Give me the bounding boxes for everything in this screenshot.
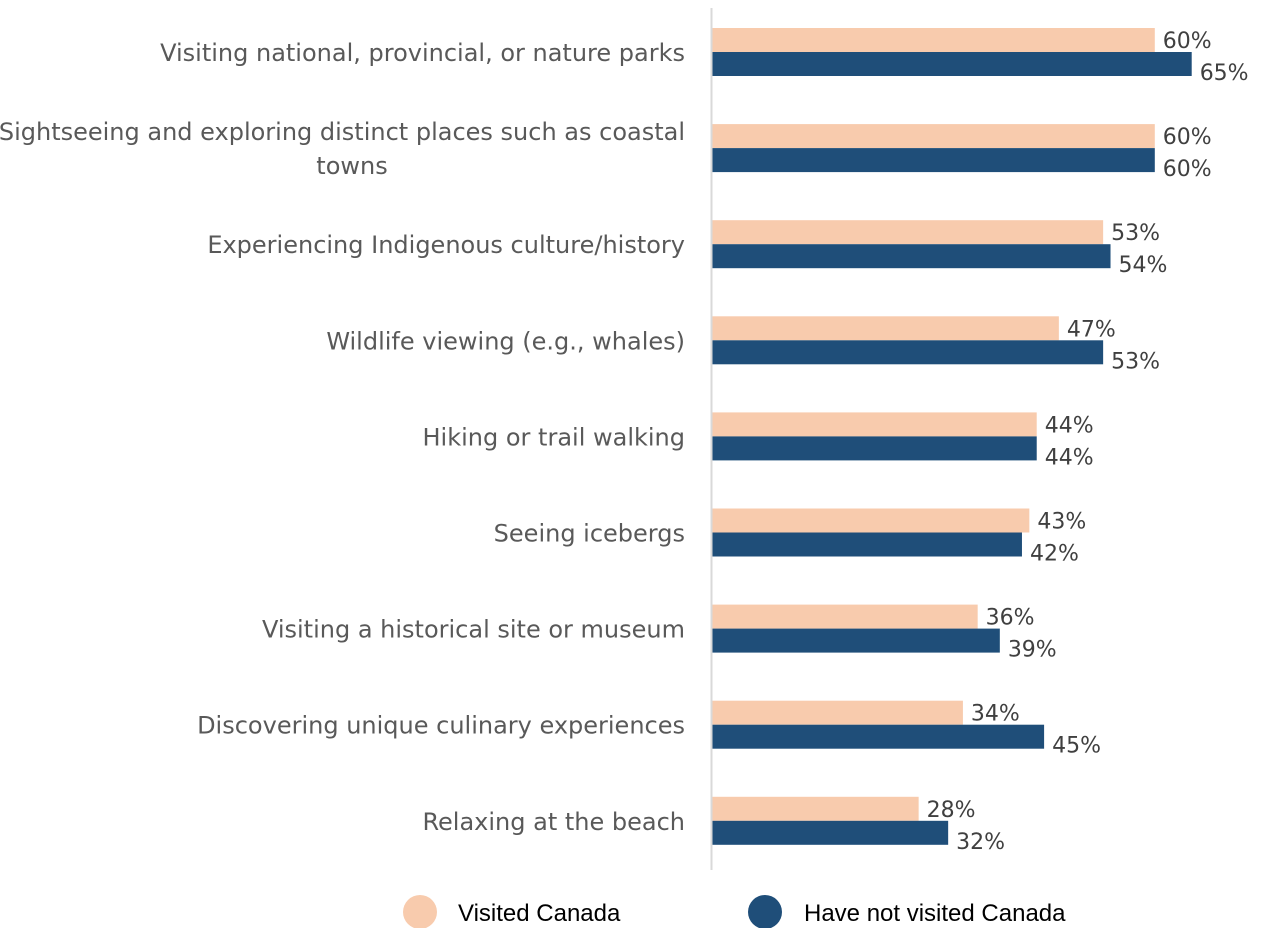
bar-not-visited	[712, 436, 1037, 461]
category-labels: Visiting national, provincial, or nature…	[0, 39, 685, 836]
value-label-visited: 36%	[986, 606, 1035, 631]
category-label: Visiting national, provincial, or nature…	[160, 39, 685, 67]
value-label-not-visited: 39%	[1008, 638, 1057, 663]
bar-visited	[712, 28, 1155, 52]
legend: Visited Canada Have not visited Canada	[403, 895, 1066, 929]
bar-visited	[712, 220, 1104, 245]
legend-label-not-visited: Have not visited Canada	[804, 900, 1066, 927]
value-label-not-visited: 45%	[1052, 734, 1101, 759]
category-label: Wildlife viewing (e.g., whales)	[326, 327, 685, 355]
bar-visited	[712, 796, 919, 821]
bar-not-visited	[712, 820, 949, 845]
value-label-visited: 53%	[1111, 221, 1160, 246]
value-label-not-visited: 32%	[956, 830, 1005, 855]
value-label-not-visited: 65%	[1200, 61, 1249, 86]
value-label-visited: 44%	[1045, 413, 1094, 438]
bar-visited	[712, 124, 1155, 149]
value-label-visited: 60%	[1163, 29, 1212, 54]
value-label-visited: 34%	[971, 702, 1020, 727]
value-label-visited: 60%	[1163, 125, 1212, 150]
bar-visited	[712, 604, 978, 629]
value-labels: 60% 65% 60% 60% 53% 54% 47% 53% 44% 44% 43% 42% 36% 3…	[927, 29, 1249, 855]
value-label-not-visited: 53%	[1111, 349, 1160, 374]
value-label-not-visited: 42%	[1030, 542, 1079, 567]
bar-visited	[712, 508, 1030, 533]
bar-visited	[712, 700, 963, 725]
bar-not-visited	[712, 628, 1000, 653]
legend-item-visited: Visited Canada	[403, 895, 621, 929]
bars-group	[712, 28, 1192, 845]
bar-visited	[712, 316, 1059, 341]
bar-not-visited	[712, 52, 1192, 76]
bar-not-visited	[712, 340, 1104, 365]
category-label: Seeing icebergs	[494, 520, 685, 548]
value-label-not-visited: 44%	[1045, 445, 1094, 470]
legend-label-visited: Visited Canada	[458, 900, 621, 927]
category-label: Discovering unique culinary experiences	[197, 712, 685, 740]
value-label-not-visited: 54%	[1119, 253, 1168, 278]
value-label-visited: 47%	[1067, 317, 1116, 342]
bar-visited	[712, 412, 1037, 437]
category-label: Visiting a historical site or museum	[262, 616, 685, 644]
category-label: Sightseeing and exploring distinct place…	[0, 118, 685, 146]
legend-swatch-not-visited	[748, 895, 782, 929]
category-label: Experiencing Indigenous culture/history	[207, 231, 685, 259]
value-label-visited: 43%	[1037, 510, 1086, 535]
bar-not-visited	[712, 148, 1155, 173]
bar-not-visited	[712, 532, 1022, 557]
value-label-visited: 28%	[927, 798, 976, 823]
value-label-not-visited: 60%	[1163, 157, 1212, 182]
bar-not-visited	[712, 724, 1045, 749]
category-label: Relaxing at the beach	[422, 808, 685, 836]
legend-item-not-visited: Have not visited Canada	[748, 895, 1066, 929]
category-label: Hiking or trail walking	[423, 423, 686, 451]
category-label: towns	[316, 152, 387, 180]
legend-swatch-visited	[403, 895, 437, 929]
bar-not-visited	[712, 244, 1111, 269]
